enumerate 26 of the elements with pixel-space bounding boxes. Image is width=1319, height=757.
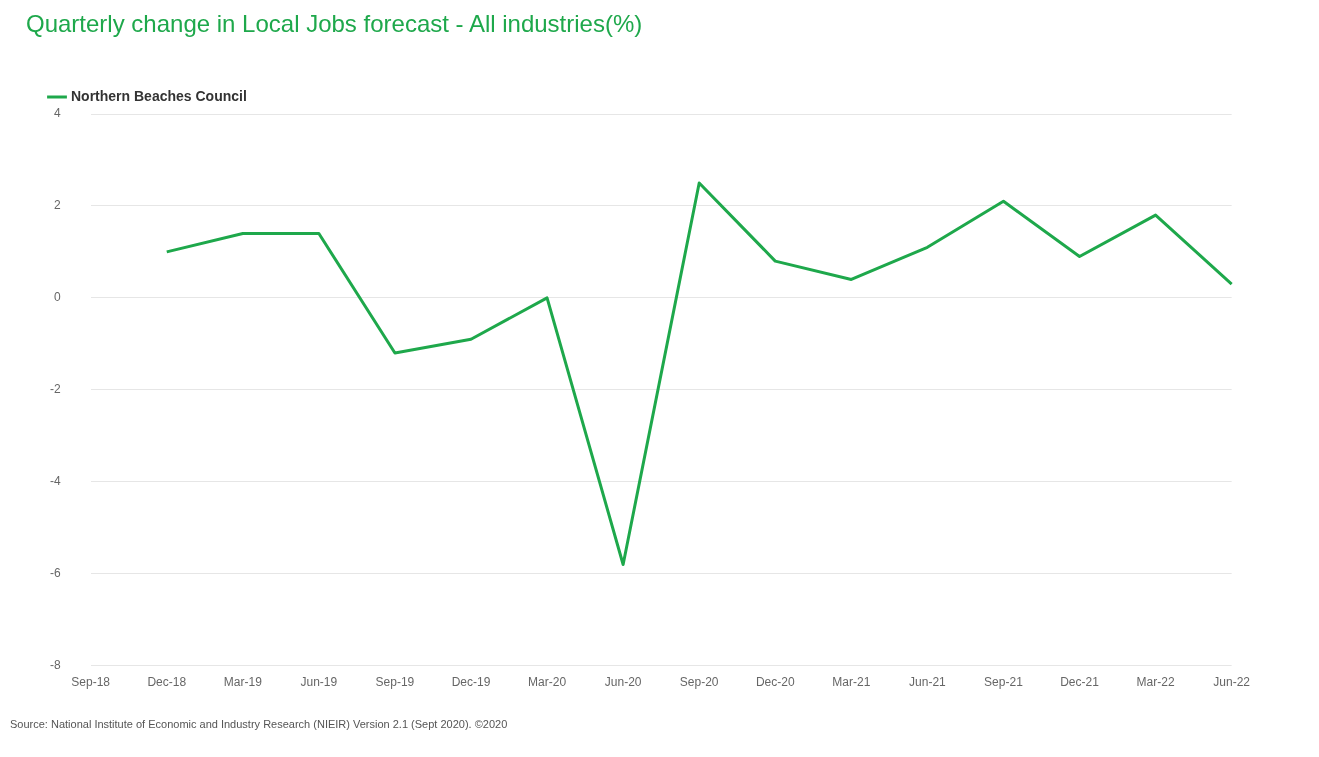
x-tick-label: Mar-22 — [1136, 675, 1175, 690]
source-note: Source: National Institute of Economic and Industry Research (NIEIR) Version 2.1 (Sept 2020). ©2020 — [10, 718, 508, 730]
x-tick-label: Jun-19 — [300, 675, 338, 690]
x-tick-label: Sep-18 — [71, 675, 111, 690]
x-tick-label: Mar-20 — [528, 675, 567, 690]
y-tick-label: -2 — [50, 382, 61, 397]
x-tick-label: Sep-21 — [984, 675, 1024, 690]
legend-label: Northern Beaches Council — [71, 87, 247, 104]
y-tick-label: 4 — [53, 106, 61, 121]
x-tick-label: Sep-19 — [375, 675, 415, 690]
x-tick-label: Jun-20 — [604, 675, 642, 690]
x-tick-label: Dec-19 — [451, 675, 491, 690]
x-tick-label: Jun-21 — [909, 675, 947, 690]
x-tick-label: Dec-21 — [1060, 675, 1100, 690]
chart-title: Quarterly change in Local Jobs forecast - All industries(%) — [26, 10, 643, 38]
x-tick-label: Sep-20 — [679, 675, 719, 690]
x-tick-label: Mar-19 — [223, 675, 263, 690]
y-tick-label: 2 — [53, 198, 61, 213]
y-tick-label: -6 — [50, 565, 61, 580]
x-tick-label: Dec-20 — [755, 675, 795, 690]
x-tick-label: Dec-18 — [147, 675, 187, 690]
x-tick-label: Mar-21 — [832, 675, 871, 690]
x-tick-label: Jun-22 — [1213, 675, 1251, 690]
y-tick-label: -4 — [50, 474, 61, 489]
y-tick-label: -8 — [50, 657, 61, 672]
y-tick-label: 0 — [53, 290, 61, 305]
